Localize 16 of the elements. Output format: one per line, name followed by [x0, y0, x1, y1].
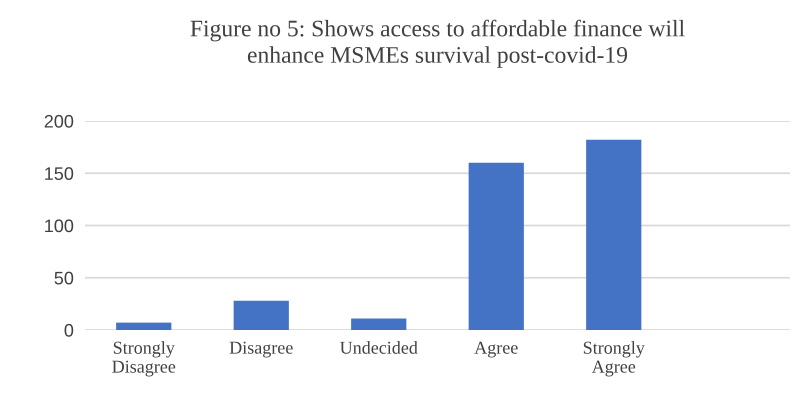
bar [586, 140, 642, 330]
y-tick-label: 200 [44, 114, 74, 128]
x-tick-label: Disagree [230, 342, 293, 358]
y-tick-label: 50 [54, 272, 74, 284]
chart-title: Figure no 5: Shows access to affordable finance will enhance MSMEs survival post-covid-19 [190, 20, 685, 68]
x-tick-label: Strongly Disagree [112, 341, 176, 376]
x-tick-label: Strongly Agree [584, 341, 645, 376]
bar [234, 300, 289, 330]
y-tick-label: 150 [45, 167, 74, 180]
x-tick-label: Agree [474, 342, 518, 358]
bar [116, 322, 172, 330]
bar [468, 162, 524, 330]
x-tick-label: Undecided [340, 341, 418, 354]
y-tick-label: 0 [64, 324, 74, 337]
y-tick-label: 100 [45, 219, 74, 232]
bar [351, 318, 406, 330]
